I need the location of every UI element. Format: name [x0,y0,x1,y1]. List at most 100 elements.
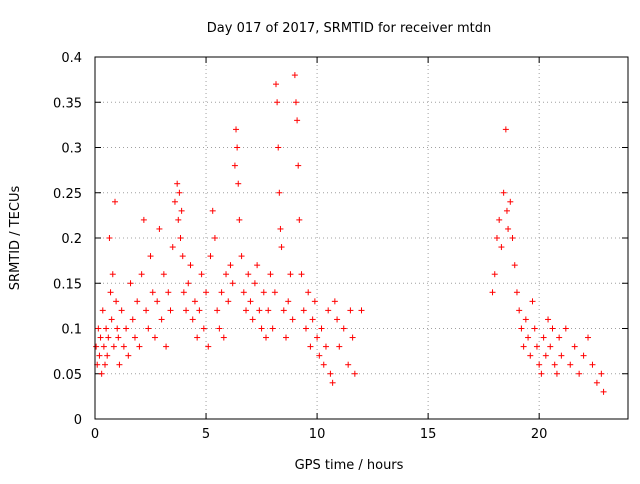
data-point [358,307,365,314]
data-point [292,99,299,106]
data-point [576,370,583,377]
data-point [571,343,578,350]
data-point [240,289,247,296]
data-point [216,325,223,332]
data-point [314,334,321,341]
y-tick-label: 0.15 [53,277,82,292]
data-point [180,289,187,296]
data-point [522,316,529,323]
data-point [349,334,356,341]
data-point [336,343,343,350]
data-point [509,235,516,241]
data-point [235,180,242,187]
data-point [567,361,574,368]
data-point [593,379,600,386]
data-point [500,189,507,196]
data-point [143,307,150,314]
data-point [547,343,554,350]
data-point [179,253,186,260]
data-point [158,316,165,323]
x-tick-label: 15 [420,427,437,442]
data-point [103,325,110,332]
data-point [147,253,154,260]
data-point [249,316,256,323]
data-point [96,352,103,359]
data-point [545,316,552,323]
data-point [538,370,545,377]
data-point [558,352,565,359]
data-point [196,307,203,314]
data-points [93,72,607,395]
data-point [267,271,274,278]
plot-frame [94,56,629,420]
data-point [296,216,303,223]
data-point [98,370,105,377]
data-point [327,370,334,377]
data-point [108,316,115,323]
data-point [527,352,534,359]
data-point [549,325,556,332]
x-tick-label: 20 [531,427,548,442]
data-point [233,126,240,133]
data-point [503,207,510,214]
data-point [116,361,123,368]
data-point [489,289,496,296]
data-point [118,307,125,314]
y-tick-label: 0.1 [61,323,82,338]
data-point [227,262,234,269]
data-point [263,334,270,341]
data-point [194,334,201,341]
data-point [125,352,132,359]
data-point [511,262,518,269]
y-tick-label: 0.25 [53,187,82,202]
data-point [174,180,181,187]
data-point [203,289,210,296]
data-point [553,370,560,377]
plot-border [94,56,629,420]
data-point [110,343,117,350]
data-point [295,162,302,169]
x-tick-label: 0 [91,427,99,442]
y-tick-label: 0.3 [61,142,82,157]
data-point [260,289,267,296]
data-point [245,271,252,278]
data-point [505,225,512,232]
data-point [516,307,523,314]
x-axis-label: GPS time / hours [295,458,404,473]
data-point [140,216,147,223]
data-point [300,307,307,314]
data-point [198,271,205,278]
data-point [183,307,190,314]
data-point [311,298,318,305]
data-point [247,298,254,305]
data-point [211,235,218,241]
data-point [520,343,527,350]
data-point [589,361,596,368]
data-point [285,298,292,305]
data-point [540,334,547,341]
data-point [129,316,136,323]
data-point [496,216,503,223]
data-point [280,307,287,314]
data-point [498,244,505,251]
data-point [491,271,498,278]
data-point [271,289,278,296]
data-point [114,325,121,332]
data-point [531,325,538,332]
data-point [502,126,509,133]
data-point [177,235,184,241]
data-point [154,298,161,305]
data-point [107,289,114,296]
data-point [176,189,183,196]
axis-ticks: 0 5 10 15 20 0 0.05 0.1 0.15 0.2 0.25 0.3 0.35 0.4 [53,51,628,442]
data-point [600,388,607,395]
data-point [256,307,263,314]
data-point [223,271,230,278]
data-point [104,352,111,359]
data-point [551,361,558,368]
data-point [347,307,354,314]
data-point [585,334,592,341]
data-point [340,325,347,332]
data-point [115,334,122,341]
